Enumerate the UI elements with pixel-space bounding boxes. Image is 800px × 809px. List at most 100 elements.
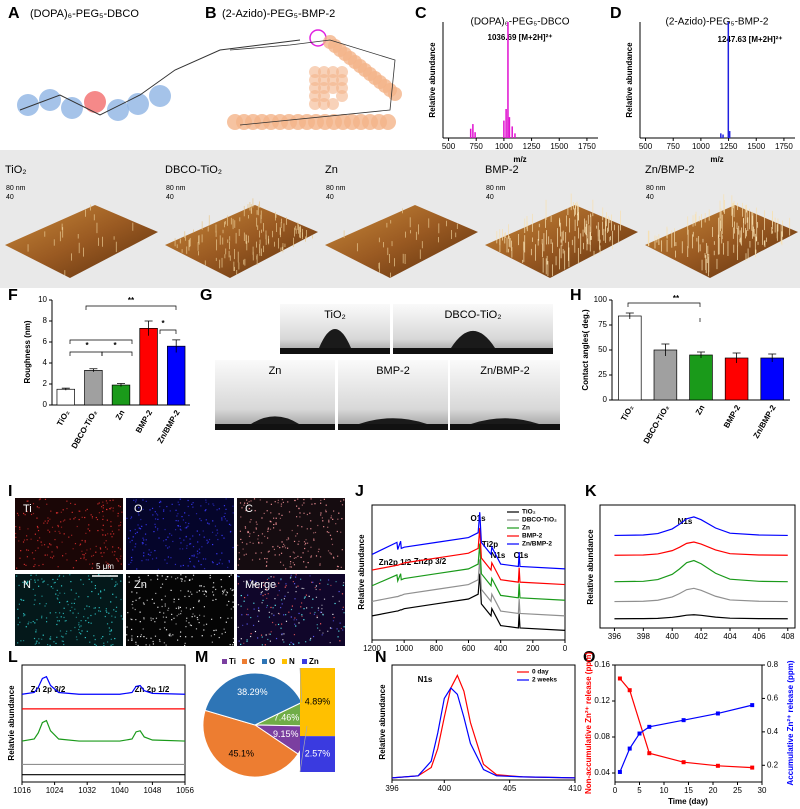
eds-dot [156, 529, 159, 531]
eds-dot [213, 586, 215, 588]
eds-dot [206, 522, 209, 524]
eds-dot [26, 556, 28, 558]
eds-dot [241, 541, 243, 544]
eds-dot [27, 500, 29, 502]
eds-dot [67, 604, 69, 606]
eds-dot [23, 613, 25, 615]
eds-dot [177, 520, 179, 522]
eds-dot [24, 514, 26, 516]
eds-dot [90, 614, 92, 617]
x-tick-label: 396 [608, 632, 622, 641]
residue [17, 94, 39, 116]
eds-dot [260, 634, 263, 636]
eds-dot [37, 547, 39, 549]
eds-dot [255, 527, 257, 529]
x-tick-label: 750 [470, 142, 484, 151]
eds-map [15, 498, 123, 570]
eds-dot [173, 601, 175, 603]
afm-label: Zn/BMP-2 [645, 164, 695, 176]
eds-dot [336, 530, 338, 533]
eds-dot [305, 594, 308, 596]
eds-dot [206, 542, 208, 544]
eds-dot [188, 595, 190, 598]
eds-dot [165, 539, 167, 541]
x-tick-label: 600 [462, 644, 476, 653]
eds-dot [342, 629, 344, 631]
eds-dot [295, 557, 297, 559]
eds-dot [27, 623, 29, 625]
eds-dot [81, 550, 83, 552]
eds-dot [162, 540, 165, 542]
eds-dot [143, 555, 145, 557]
eds-dot [293, 557, 295, 559]
eds-dot [132, 607, 134, 609]
eds-dot [90, 514, 92, 516]
eds-dot [266, 558, 268, 560]
eds-dot [57, 524, 59, 527]
eds-dot [187, 565, 189, 567]
eds-dot [165, 578, 167, 580]
eds-dot [54, 530, 56, 532]
eds-dot [139, 621, 141, 623]
eds-dot [35, 629, 37, 631]
eds-dot [269, 520, 271, 522]
eds-dot [211, 641, 213, 643]
substrate [393, 348, 553, 354]
droplet [319, 329, 351, 348]
eds-dot [112, 593, 114, 595]
eds-dot [74, 608, 76, 610]
eds-dot [220, 579, 222, 581]
eds-dot [216, 529, 218, 531]
eds-dot [95, 551, 97, 553]
eds-dot [161, 605, 163, 608]
eds-dot [230, 617, 233, 619]
eds-dot [330, 584, 332, 587]
eds-dot [272, 546, 274, 548]
panel-label: O [583, 649, 595, 666]
series-line [614, 559, 788, 583]
eds-dot [301, 587, 303, 590]
eds-dot [117, 512, 119, 515]
eds-dot [39, 498, 41, 500]
eds-dot [52, 587, 54, 589]
eds-dot [194, 566, 196, 568]
eds-dot [97, 593, 100, 595]
eds-dot [169, 633, 171, 635]
eds-dot [270, 631, 272, 633]
annotation: N1s [491, 551, 506, 560]
eds-dot [232, 546, 234, 549]
eds-dot [279, 606, 282, 609]
eds-dot [16, 512, 19, 515]
eds-dot [101, 555, 103, 558]
significance-bracket [85, 305, 177, 310]
eds-dot [78, 596, 80, 598]
eds-dot [72, 567, 75, 569]
eds-dot [298, 540, 300, 542]
eds-dot [184, 642, 186, 644]
eds-dot [269, 528, 272, 530]
eds-dot [277, 502, 279, 504]
afm-label: Zn [325, 164, 338, 176]
eds-dot [205, 509, 207, 511]
eds-dot [26, 510, 28, 513]
bar-of-pie-segment [300, 736, 335, 772]
eds-dot [23, 563, 25, 566]
eds-dot [73, 602, 75, 605]
eds-dot [189, 538, 191, 540]
pie-slice [204, 672, 303, 726]
afm-label: TiO₂ [5, 164, 27, 176]
eds-dot [154, 635, 157, 637]
eds-dot [147, 574, 149, 577]
y-tick-label: 4 [43, 358, 48, 367]
eds-dot [118, 529, 120, 531]
eds-dot [38, 537, 41, 539]
eds-dot [69, 574, 71, 576]
point [637, 731, 642, 736]
eds-dot [37, 527, 39, 529]
eds-dot [75, 592, 77, 594]
panel-label: J [355, 483, 364, 500]
eds-dot [115, 584, 117, 586]
eds-dot [47, 644, 49, 646]
eds-dot [216, 532, 219, 534]
afm-scale: 80 nm [326, 185, 346, 192]
